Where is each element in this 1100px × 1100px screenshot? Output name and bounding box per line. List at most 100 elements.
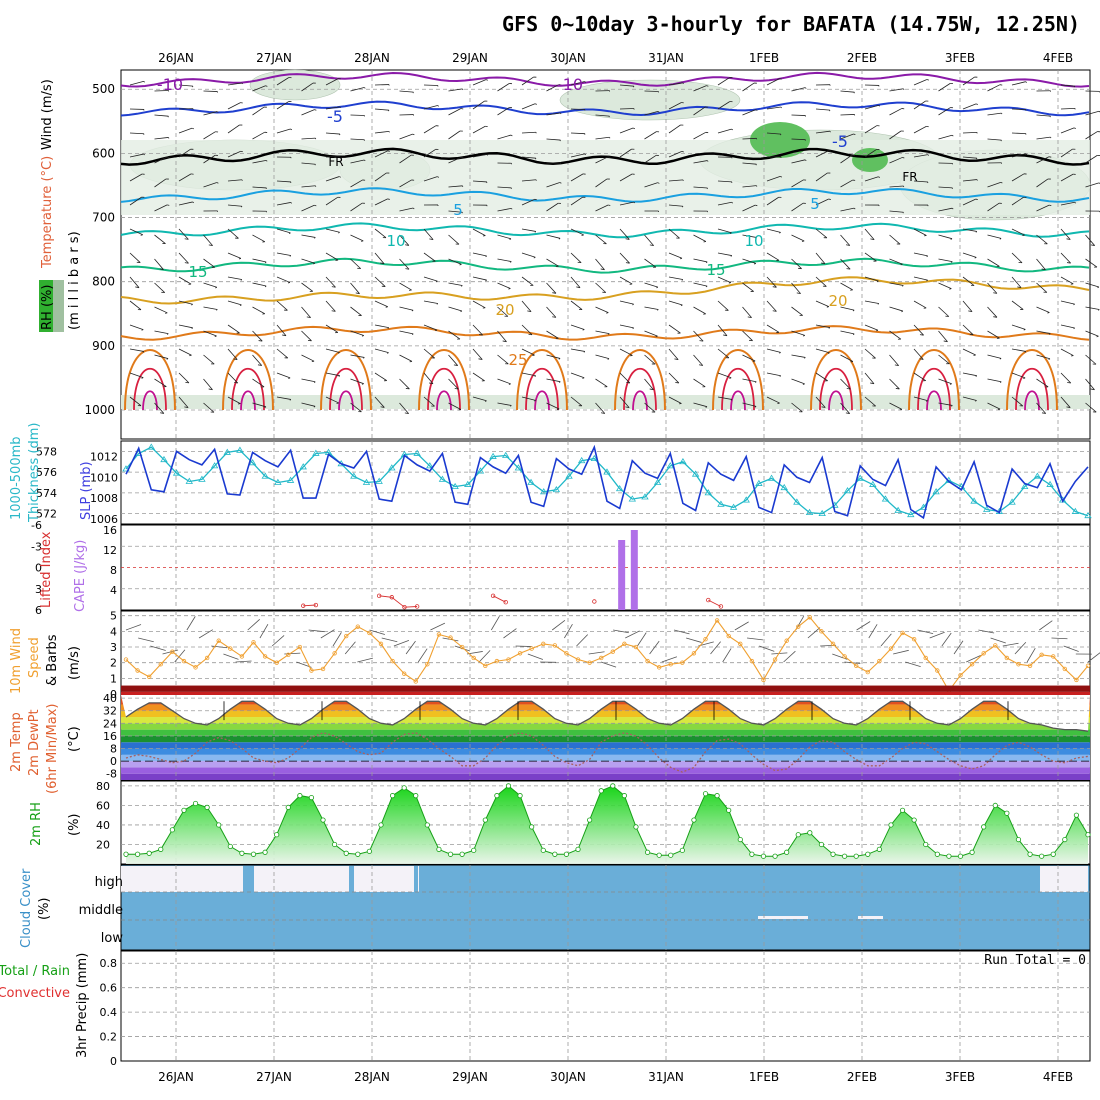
thickness-marker bbox=[286, 476, 295, 483]
wind10m-barb bbox=[941, 632, 952, 647]
wind-barb-flag bbox=[606, 312, 609, 314]
wind-barb bbox=[717, 101, 731, 110]
wind-barb-flag bbox=[878, 104, 881, 107]
lifted-index-segment bbox=[379, 595, 418, 608]
wind10m-ylabel-2: Speed bbox=[27, 637, 42, 678]
wind-barb-flag bbox=[429, 382, 434, 385]
wind10m-marker bbox=[216, 638, 221, 643]
wind-barb bbox=[1060, 276, 1074, 285]
slp-y-tick: 1008 bbox=[90, 492, 118, 505]
wind-barb-flag bbox=[796, 292, 801, 295]
rh2m-y-ticks: 80 60 40 20 bbox=[96, 780, 110, 852]
wind10m-barb bbox=[174, 649, 186, 663]
wind-barb-flag bbox=[479, 334, 483, 336]
wind-barb-flag bbox=[803, 335, 805, 337]
wind10m-barb bbox=[953, 640, 964, 655]
wind-barb bbox=[815, 108, 830, 111]
wind-barb bbox=[619, 173, 633, 182]
temp-contour-20 bbox=[120, 276, 1090, 305]
wind-barb-flag bbox=[625, 262, 630, 264]
wind10m-marker bbox=[123, 657, 129, 662]
temp-band bbox=[121, 723, 1090, 730]
thickness-marker bbox=[907, 510, 915, 518]
wind-barb-flag bbox=[191, 327, 193, 330]
upper-y-tick: 500 bbox=[92, 82, 115, 96]
thickness-marker bbox=[780, 483, 788, 491]
wind-barb bbox=[668, 151, 682, 158]
wind-barb bbox=[1036, 282, 1048, 293]
rh2m-marker bbox=[204, 804, 210, 810]
wind-barb bbox=[987, 306, 998, 318]
wind-barb bbox=[350, 282, 360, 294]
wind-barb bbox=[1085, 330, 1099, 337]
thickness-marker bbox=[514, 464, 523, 471]
wind-barb-flag bbox=[1041, 412, 1046, 414]
wind-barb-flag bbox=[699, 340, 704, 342]
wind10m-barb bbox=[564, 623, 573, 639]
wind10m-marker bbox=[807, 615, 813, 620]
wind-barb bbox=[497, 234, 512, 240]
wind-barb bbox=[987, 258, 1000, 267]
wind10m-marker bbox=[309, 668, 314, 673]
wind-barb bbox=[546, 84, 560, 92]
wind-barb bbox=[252, 160, 267, 164]
wind-barb bbox=[374, 228, 387, 239]
wind10m-barb bbox=[856, 621, 871, 631]
wind10m-ylabel-3: & Barbs bbox=[45, 634, 60, 686]
wind-barb bbox=[644, 402, 656, 413]
wind-barb bbox=[399, 234, 410, 246]
cloud-gap-middle bbox=[858, 916, 883, 919]
wind-barb bbox=[668, 102, 682, 110]
wind-barb-flag bbox=[380, 262, 385, 265]
wind-barb bbox=[472, 324, 483, 336]
wind10m-marker bbox=[320, 666, 326, 672]
wind-barb bbox=[423, 84, 439, 86]
wind-barb bbox=[423, 252, 436, 262]
wind-barb bbox=[668, 228, 680, 239]
wind10m-marker bbox=[459, 644, 465, 650]
wind-barb bbox=[644, 111, 659, 116]
wind-barb bbox=[742, 282, 754, 292]
thickness-lines bbox=[122, 443, 1092, 520]
wind-barb-flag bbox=[387, 198, 390, 200]
wind10m-barb bbox=[138, 637, 154, 643]
lifted-index-marker bbox=[376, 593, 382, 599]
wind-barb bbox=[791, 159, 806, 164]
slp-ylabel: SLP (mb) bbox=[79, 461, 94, 520]
thickness-marker bbox=[502, 451, 510, 458]
wind-barb bbox=[595, 114, 610, 117]
wind-barb-flag bbox=[804, 159, 807, 161]
wind10m-barb bbox=[357, 657, 373, 663]
wind-barb bbox=[472, 348, 483, 360]
thickness-marker bbox=[818, 509, 826, 517]
wind-barb bbox=[791, 354, 806, 358]
wind-barb-flag bbox=[435, 280, 438, 283]
contour-label: FR bbox=[328, 155, 343, 169]
wind-barb-flag bbox=[926, 279, 928, 282]
wind-barb bbox=[521, 198, 535, 206]
wind-barb-flag bbox=[584, 81, 587, 83]
wind-barb bbox=[350, 258, 361, 269]
wind-barb bbox=[448, 234, 460, 245]
cloud-level-high: high bbox=[95, 875, 123, 890]
wind-barb-flag bbox=[600, 268, 605, 271]
temp-contour-35 bbox=[926, 390, 942, 411]
rh2m-marker bbox=[482, 817, 488, 823]
wind-barb bbox=[178, 348, 192, 356]
lifted-index-y-tick: -6 bbox=[31, 519, 42, 532]
wind10m-barb bbox=[1063, 645, 1079, 652]
wind-barb bbox=[546, 306, 557, 318]
wind-barb-flag bbox=[460, 310, 463, 313]
upper-panel-frame bbox=[120, 69, 1091, 440]
cape-y-ticks: -6 -3 0 3 6 16 12 8 4 bbox=[31, 519, 117, 617]
wind-barb-flag bbox=[1022, 234, 1025, 236]
wind-barb bbox=[203, 131, 216, 140]
temp-band bbox=[121, 710, 1090, 718]
wind-barb bbox=[178, 324, 193, 329]
wind-barb bbox=[668, 300, 683, 306]
wind-barb bbox=[129, 372, 144, 378]
thickness-marker bbox=[717, 500, 725, 507]
wind-barb bbox=[203, 282, 217, 288]
wind-barb-flag bbox=[657, 111, 660, 113]
